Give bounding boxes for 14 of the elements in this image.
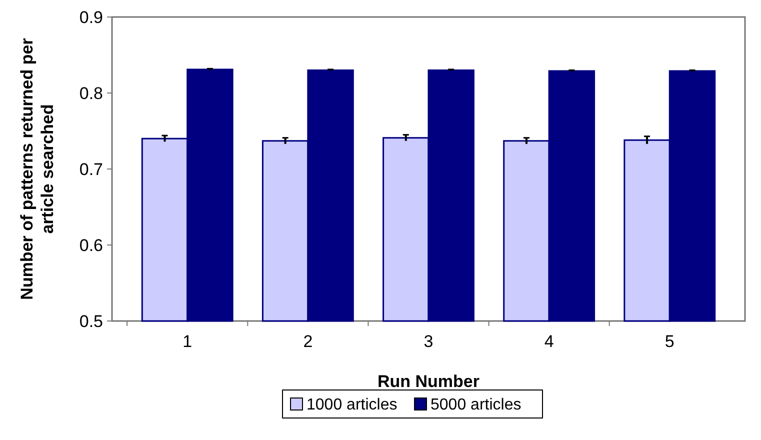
- x-tick-label: 1: [182, 332, 192, 351]
- legend-label: 1000 articles: [306, 396, 398, 414]
- x-tick-label: 5: [664, 332, 674, 351]
- y-tick-label: 0.8: [79, 84, 103, 103]
- y-tick-label: 0.9: [79, 8, 103, 27]
- x-tick-label: 3: [424, 332, 434, 351]
- y-axis-title: Number of patterns returned per article searched: [18, 38, 57, 300]
- y-tick-label: 0.6: [79, 236, 103, 255]
- x-tick-label: 2: [303, 332, 313, 351]
- x-tick-label: 4: [544, 332, 554, 351]
- x-axis-title: Run Number: [378, 372, 480, 391]
- legend-label: 5000 articles: [430, 396, 522, 414]
- y-tick-label: 0.5: [79, 312, 103, 331]
- y-tick-label: 0.7: [79, 160, 103, 179]
